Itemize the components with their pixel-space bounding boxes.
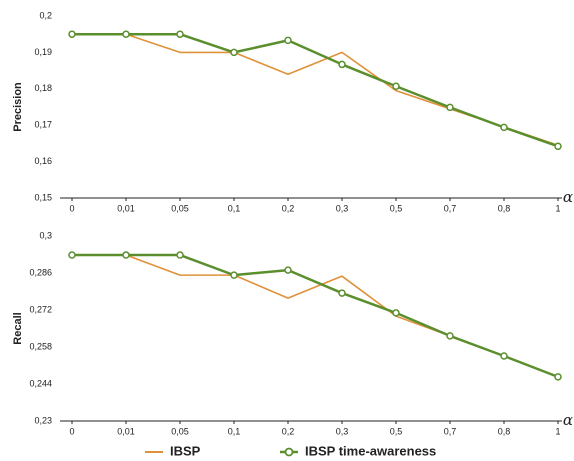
legend-marker bbox=[284, 447, 294, 457]
y-tick-label: 0,244 bbox=[29, 378, 52, 388]
y-tick-label: 0,286 bbox=[29, 267, 52, 277]
legend-label: IBSP bbox=[170, 443, 201, 458]
legend-label: IBSP time-awareness bbox=[305, 443, 436, 458]
x-tick-label: 1 bbox=[555, 203, 560, 213]
x-tick-label: 0,1 bbox=[228, 426, 241, 436]
point bbox=[284, 266, 292, 274]
point bbox=[68, 30, 76, 38]
point bbox=[68, 251, 76, 259]
point bbox=[230, 271, 238, 279]
x-tick-label: 1 bbox=[555, 426, 560, 436]
x-tick-label: 0,7 bbox=[444, 203, 457, 213]
x-axis-label: α bbox=[563, 411, 573, 429]
x-tick-label: 0,05 bbox=[171, 203, 189, 213]
x-tick-label: 0,2 bbox=[282, 426, 295, 436]
y-tick-label: 0,15 bbox=[34, 192, 52, 202]
y-tick-label: 0,272 bbox=[29, 304, 52, 314]
x-tick-label: 0,01 bbox=[117, 203, 135, 213]
point bbox=[554, 373, 562, 381]
point bbox=[176, 251, 184, 259]
y-tick-label: 0,23 bbox=[34, 415, 52, 425]
point bbox=[446, 332, 454, 340]
point bbox=[500, 352, 508, 360]
point bbox=[554, 142, 562, 151]
x-tick-label: 0,2 bbox=[282, 203, 295, 213]
point bbox=[392, 309, 400, 317]
y-tick-label: 0,2 bbox=[39, 10, 52, 20]
point bbox=[338, 60, 346, 69]
x-tick-label: 0,8 bbox=[498, 426, 511, 436]
x-tick-label: 0,05 bbox=[171, 426, 189, 436]
y-axis-label: Precision bbox=[12, 82, 24, 132]
point bbox=[392, 82, 400, 91]
y-tick-label: 0,18 bbox=[34, 83, 52, 93]
y-tick-label: 0,3 bbox=[39, 230, 52, 240]
x-tick-label: 0,8 bbox=[498, 203, 511, 213]
x-axis-label: α bbox=[563, 188, 573, 206]
series-line bbox=[72, 33, 559, 146]
y-tick-label: 0,17 bbox=[34, 120, 52, 130]
point bbox=[230, 48, 238, 57]
point bbox=[284, 36, 292, 45]
x-tick-label: 0,1 bbox=[228, 203, 241, 213]
x-tick-label: 0 bbox=[69, 426, 74, 436]
y-tick-label: 0,258 bbox=[29, 341, 52, 351]
y-tick-label: 0,19 bbox=[34, 47, 52, 57]
point bbox=[338, 289, 346, 297]
x-tick-label: 0,3 bbox=[336, 203, 349, 213]
x-tick-label: 0,7 bbox=[444, 426, 457, 436]
y-axis-label: Recall bbox=[12, 312, 24, 344]
series-line bbox=[72, 253, 559, 379]
x-tick-label: 0 bbox=[69, 203, 74, 213]
point bbox=[500, 123, 508, 132]
x-tick-label: 0,5 bbox=[390, 203, 403, 213]
x-tick-label: 0,01 bbox=[117, 426, 135, 436]
x-tick-label: 0,5 bbox=[390, 426, 403, 436]
point bbox=[446, 103, 454, 112]
point bbox=[122, 30, 130, 38]
series-line bbox=[72, 254, 559, 378]
series-line bbox=[72, 32, 559, 148]
point bbox=[176, 30, 184, 38]
x-tick-label: 0,3 bbox=[336, 426, 349, 436]
point bbox=[122, 251, 130, 259]
y-tick-label: 0,16 bbox=[34, 156, 52, 166]
